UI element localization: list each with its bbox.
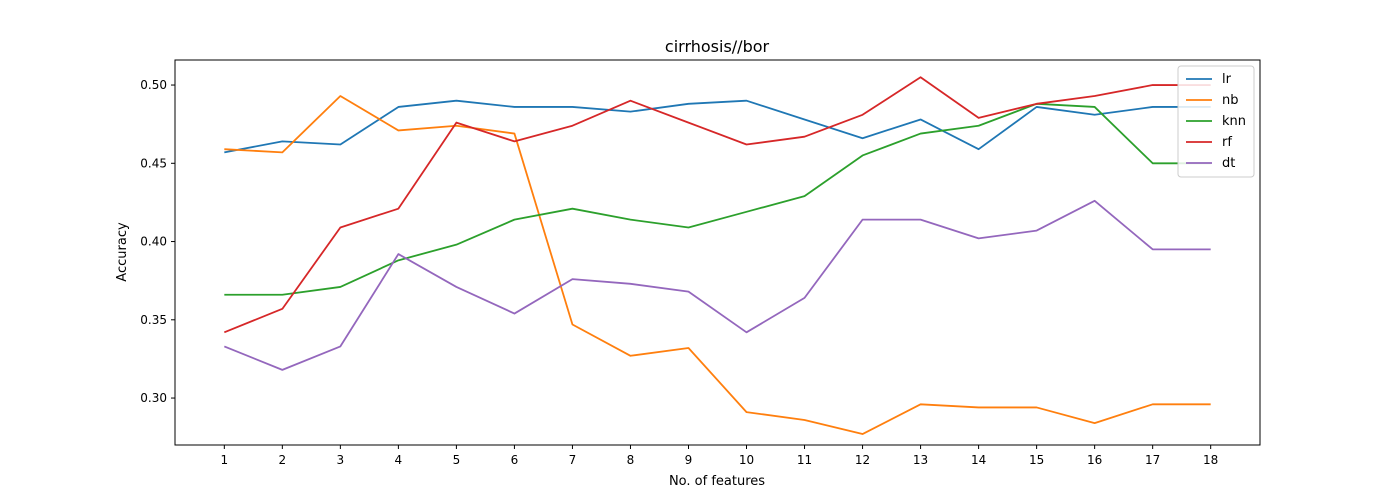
series-line-rf (223, 76, 1211, 334)
x-tick-label: 17 (1145, 453, 1160, 467)
x-tick-label: 7 (569, 453, 577, 467)
legend-label-knn: knn (1222, 114, 1246, 129)
x-tick-label: 3 (337, 453, 345, 467)
x-tick-label: 5 (453, 453, 461, 467)
x-tick-label: 13 (913, 453, 928, 467)
series-line-knn (224, 102, 1211, 296)
y-tick-label: 0.50 (140, 78, 167, 92)
x-tick-label: 10 (739, 453, 754, 467)
y-tick-label: 0.40 (140, 235, 167, 249)
legend-label-nb: nb (1222, 93, 1239, 108)
series-line-lr (224, 99, 1211, 154)
x-tick-label: 6 (511, 453, 519, 467)
series-line-nb (224, 95, 1211, 435)
series-line-dt (223, 199, 1211, 371)
x-tick-label: 8 (627, 453, 635, 467)
legend-label-dt: dt (1222, 156, 1235, 171)
x-tick-label: 9 (685, 453, 693, 467)
chart-title: cirrhosis//bor (665, 37, 770, 56)
x-tick-label: 14 (971, 453, 986, 467)
x-tick-label: 16 (1087, 453, 1102, 467)
y-axis-label: Accuracy (115, 222, 130, 282)
x-tick-label: 15 (1029, 453, 1044, 467)
legend-label-lr: lr (1222, 72, 1232, 87)
plot-area: 1 2 3 4 5 6 7 8 9 10 11 12 13 14 15 16 17 180.300.350.400… (140, 76, 1218, 467)
y-tick-label: 0.35 (140, 313, 167, 327)
x-tick-label: 1 (220, 453, 228, 467)
x-axis-label: No. of features (669, 474, 765, 489)
x-tick-label: 18 (1203, 453, 1218, 467)
y-tick-label: 0.30 (140, 391, 167, 405)
legend-box (1177, 65, 1255, 178)
x-tick-label: 11 (797, 453, 812, 467)
legend: lr nb knn rf dt (1177, 65, 1255, 178)
axes-frame (174, 59, 1261, 446)
y-tick-label: 0.45 (140, 156, 167, 170)
legend-label-rf: rf (1222, 135, 1232, 150)
x-tick-label: 4 (395, 453, 403, 467)
x-tick-label: 2 (279, 453, 287, 467)
x-tick-label: 12 (855, 453, 870, 467)
